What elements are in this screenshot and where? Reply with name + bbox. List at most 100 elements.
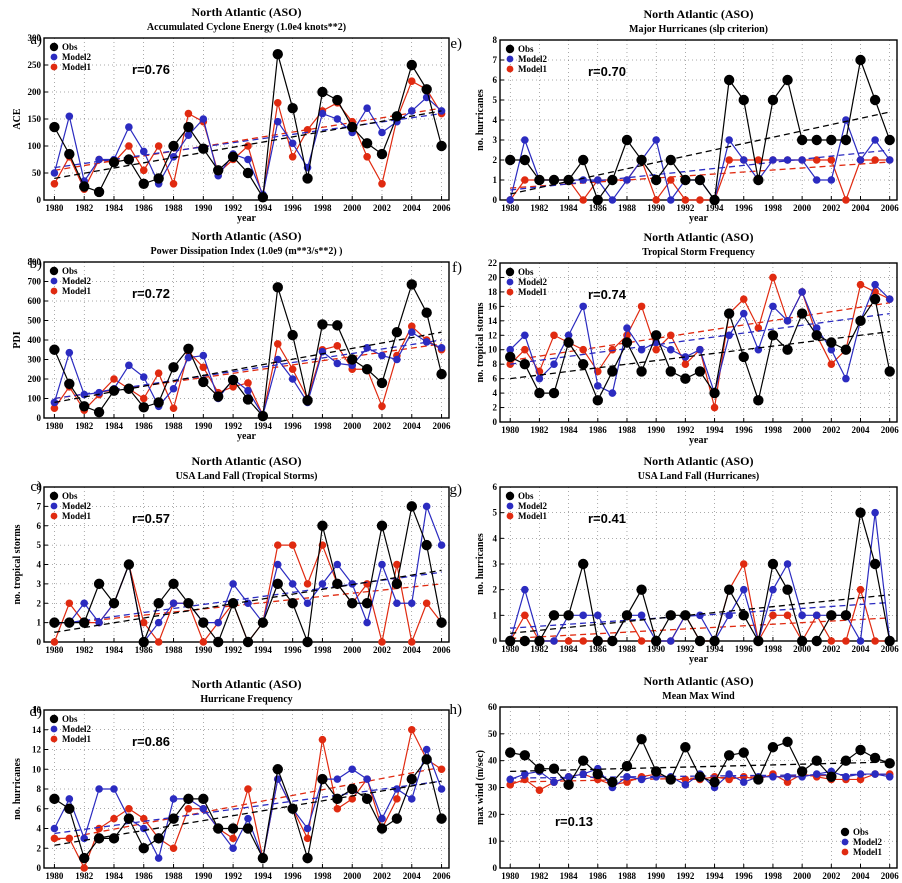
data-point-model1 [50, 638, 59, 646]
data-point-model1 [871, 637, 879, 645]
x-tick-label: 2002 [822, 871, 841, 881]
data-point-obs [723, 750, 735, 761]
legend-label-model2: Model2 [518, 277, 547, 287]
series-obs [505, 293, 895, 406]
legend-label-obs: Obs [62, 491, 78, 501]
legend-marker-obs [49, 491, 59, 501]
x-tick-label: 1984 [105, 203, 124, 213]
data-point-obs [287, 598, 298, 609]
data-point-model2 [637, 345, 646, 354]
data-point-model2 [885, 295, 894, 303]
data-point-obs [49, 344, 60, 355]
data-point-model2 [681, 781, 690, 789]
data-point-model1 [154, 142, 163, 150]
y-tick-label: 16 [32, 705, 42, 715]
legend-label-obs: Obs [518, 44, 534, 54]
data-point-model1 [303, 580, 312, 588]
data-point-obs [855, 744, 866, 756]
data-point-model2 [125, 123, 133, 131]
data-point-obs [519, 635, 531, 647]
data-point-obs [347, 598, 358, 609]
y-tick-label: 6 [37, 521, 42, 531]
data-point-obs [840, 610, 852, 621]
trend-line-model2 [54, 339, 442, 400]
y-tick-label: 10 [32, 764, 42, 774]
data-point-model1 [154, 369, 163, 377]
data-point-model2 [288, 375, 297, 383]
data-point-model2 [579, 302, 587, 311]
panel-subtitle: Tropical Storm Frequency [642, 247, 755, 258]
data-point-model2 [139, 373, 148, 381]
data-point-obs [138, 843, 149, 854]
data-point-obs [592, 395, 603, 406]
x-tick-label: 1998 [313, 645, 332, 655]
data-point-obs [709, 387, 720, 399]
trend-line-model2 [510, 312, 890, 365]
y-tick-label: 300 [28, 33, 42, 43]
x-tick-label: 2000 [343, 203, 362, 213]
data-point-obs [636, 154, 647, 166]
panel-subtitle: Mean Max Wind [662, 691, 735, 702]
data-point-obs [767, 330, 779, 341]
panel-letter: d) [30, 704, 43, 720]
legend-label-obs: Obs [62, 42, 78, 52]
data-point-model2 [637, 775, 646, 784]
x-tick-label: 1982 [75, 203, 94, 213]
x-tick-label: 1998 [313, 421, 332, 431]
legend-marker-model1 [50, 735, 58, 743]
x-tick-label: 1990 [647, 425, 666, 435]
legend-marker-model2 [50, 277, 58, 285]
x-tick-label: 1990 [194, 871, 213, 881]
data-point-model2 [333, 359, 342, 368]
data-point-model2 [437, 541, 446, 549]
data-point-model2 [798, 156, 806, 164]
x-tick-label: 2002 [822, 425, 841, 435]
chart-panel-e: North Atlantic (ASO) Major Hurricanes (sl… [450, 7, 899, 224]
data-point-obs [79, 181, 90, 192]
data-point-obs [213, 823, 224, 834]
data-point-model1 [652, 196, 660, 204]
y-tick-label: 14 [32, 725, 42, 735]
legend-label-obs: Obs [518, 267, 534, 277]
data-point-model1 [842, 196, 850, 204]
trend-line-obs [510, 331, 890, 380]
data-point-model2 [244, 155, 252, 164]
data-point-obs [64, 617, 75, 628]
chart-panel-a: North Atlantic (ASO) Accumulated Cyclone … [12, 5, 451, 224]
data-point-obs [213, 165, 224, 176]
data-point-model2 [318, 109, 327, 118]
legend-marker-obs [49, 42, 59, 52]
x-tick-label: 2000 [793, 425, 812, 435]
data-point-model2 [363, 104, 371, 112]
y-tick-label: 7 [37, 501, 42, 511]
data-point-obs [406, 279, 417, 290]
data-point-model2 [184, 131, 193, 139]
series-model2 [50, 745, 446, 862]
data-point-model1 [535, 786, 544, 794]
data-point-model1 [333, 342, 342, 350]
data-point-obs [361, 364, 373, 375]
series-line-model1 [54, 727, 442, 870]
y-tick-label: 2 [493, 155, 498, 165]
x-tick-label: 1996 [284, 203, 303, 213]
data-point-obs [840, 344, 852, 355]
data-point-obs [855, 315, 866, 327]
data-point-model2 [244, 386, 252, 395]
x-tick-label: 2000 [343, 421, 362, 431]
data-point-obs [505, 154, 516, 166]
data-point-obs [796, 635, 808, 647]
x-axis-label: year [689, 881, 708, 883]
data-point-model2 [593, 382, 602, 390]
x-tick-label: 1998 [313, 871, 332, 881]
data-point-model2 [378, 814, 386, 823]
data-point-model2 [725, 136, 733, 144]
data-point-model2 [422, 338, 431, 346]
panel-letter: h) [450, 702, 463, 718]
data-point-model2 [378, 351, 386, 360]
correlation-label: r=0.86 [132, 734, 170, 749]
y-tick-label: 200 [28, 87, 42, 97]
data-point-obs [406, 501, 417, 512]
legend-marker-model1 [506, 512, 514, 520]
data-point-obs [548, 387, 560, 399]
